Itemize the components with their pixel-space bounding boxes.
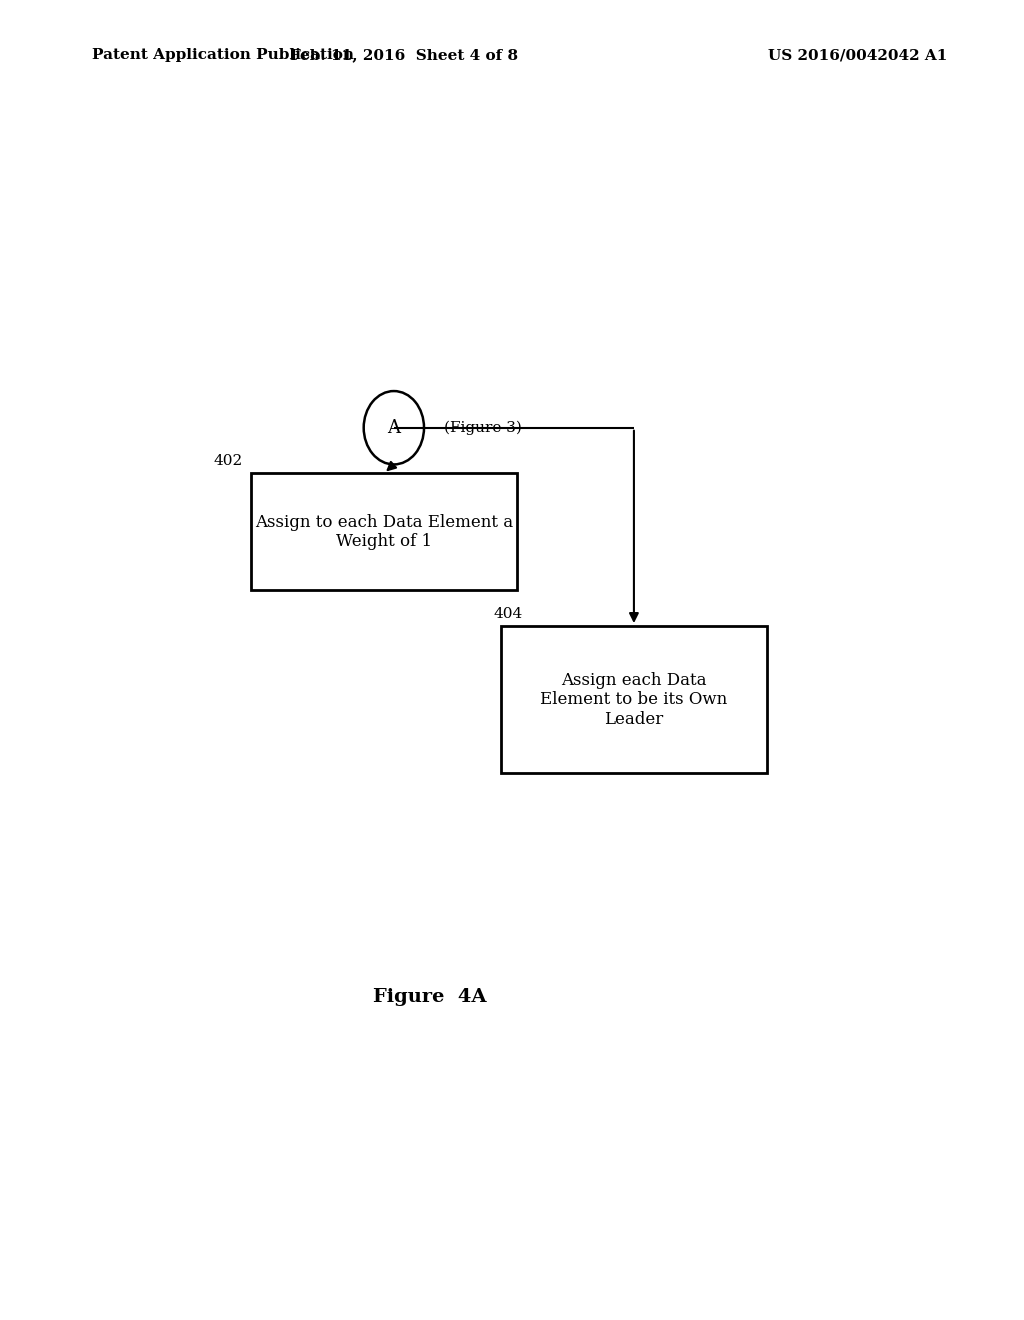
Text: Assign each Data
Element to be its Own
Leader: Assign each Data Element to be its Own L… [541, 672, 727, 727]
Text: (Figure 3): (Figure 3) [443, 421, 521, 436]
Bar [501, 626, 767, 774]
Bar [251, 474, 517, 590]
Text: 404: 404 [494, 607, 522, 620]
Text: Assign to each Data Element a
Weight of 1: Assign to each Data Element a Weight of … [255, 513, 513, 550]
Text: Feb. 11, 2016  Sheet 4 of 8: Feb. 11, 2016 Sheet 4 of 8 [291, 49, 518, 62]
Text: Figure  4A: Figure 4A [373, 987, 486, 1006]
Text: A: A [387, 418, 400, 437]
Text: 402: 402 [214, 454, 243, 469]
Text: US 2016/0042042 A1: US 2016/0042042 A1 [768, 49, 947, 62]
Text: Patent Application Publication: Patent Application Publication [92, 49, 354, 62]
